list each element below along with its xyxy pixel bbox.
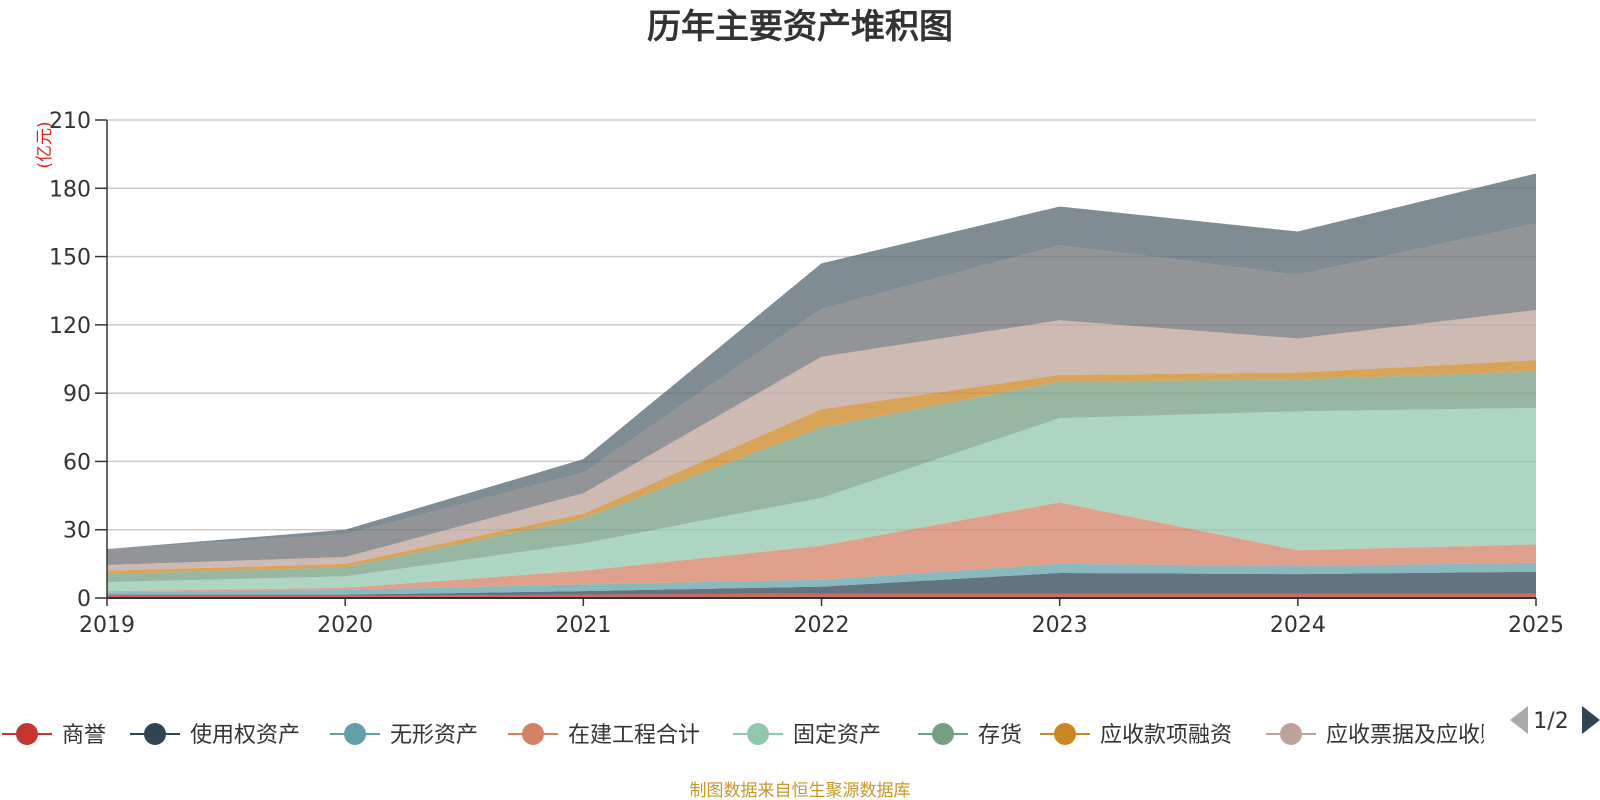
legend-item[interactable]: 固定资产: [733, 723, 881, 748]
legend-page-indicator: 1/2: [1533, 709, 1568, 734]
legend-item[interactable]: 存货: [918, 723, 1022, 748]
area-series-1: [107, 571, 1536, 596]
y-tick-label: 30: [63, 519, 91, 544]
legend-marker: [144, 723, 166, 745]
x-tick-label: 2024: [1270, 613, 1326, 638]
area-series-9: [107, 173, 1536, 550]
x-tick-label: 2022: [794, 613, 850, 638]
legend-item[interactable]: 在建工程合计: [508, 723, 700, 748]
legend-pager: 1/2: [1510, 706, 1600, 734]
legend-label: 商誉: [62, 723, 106, 748]
y-axis-unit-label: (亿元): [35, 121, 55, 168]
legend-label: 在建工程合计: [568, 723, 700, 748]
legend-marker: [344, 723, 366, 745]
axes: 0 30 60 90 120 150 180 210 2019 2020 2021 2022 2023 2…: [49, 109, 1564, 638]
chart-title: 历年主要资产堆积图: [647, 7, 953, 47]
legend-label: 固定资产: [793, 723, 881, 748]
triangle-right-icon[interactable]: [1582, 706, 1600, 734]
legend-label: 使用权资产: [190, 723, 300, 748]
y-tick-label: 180: [49, 177, 91, 202]
y-tick-label: 120: [49, 314, 91, 339]
area-series-3: [107, 502, 1536, 593]
legend-label: 应收款项融资: [1100, 723, 1232, 748]
legend-item[interactable]: 应收款项融资: [1040, 723, 1232, 748]
legend-item[interactable]: 使用权资产: [130, 723, 300, 748]
area-series-2: [107, 562, 1536, 595]
x-tick-label: 2021: [555, 613, 611, 638]
area-series-5: [107, 371, 1536, 583]
data-source-note: 制图数据来自恒生聚源数据库: [690, 781, 911, 800]
legend-item[interactable]: 应收票据及应收账款: [1266, 723, 1524, 748]
y-tick-label: 150: [49, 246, 91, 271]
legend-item[interactable]: 商誉: [2, 723, 106, 748]
x-tick-label: 2020: [317, 613, 373, 638]
stacked-areas: [107, 173, 1536, 598]
y-tick-label: 60: [63, 450, 91, 475]
y-tick-label: 0: [77, 587, 91, 612]
area-series-7: [107, 310, 1536, 571]
area-series-4: [107, 407, 1536, 592]
x-tick-label: 2023: [1032, 613, 1088, 638]
legend-marker: [747, 723, 769, 745]
area-series-8: [107, 223, 1536, 565]
legend-label: 应收票据及应收账款: [1326, 723, 1524, 748]
legend-label: 无形资产: [390, 723, 478, 748]
legend-label: 存货: [978, 723, 1022, 748]
legend-marker: [522, 723, 544, 745]
x-tick-label: 2019: [79, 613, 135, 638]
y-tick-label: 90: [63, 382, 91, 407]
legend: 商誉 使用权资产 无形资产 在建工程合计 固定资产 存货 应收款项融资 应收票据及应收账款: [2, 723, 1524, 748]
y-tick-label: 210: [49, 109, 91, 134]
legend-item[interactable]: 无形资产: [330, 723, 478, 748]
legend-items: 商誉 使用权资产 无形资产 在建工程合计 固定资产 存货 应收款项融资 应收票据及应收账款: [2, 723, 1524, 748]
legend-marker: [16, 723, 38, 745]
area-series-0: [107, 593, 1536, 598]
legend-marker: [1280, 723, 1302, 745]
legend-marker: [932, 723, 954, 745]
x-tick-label: 2025: [1508, 613, 1564, 638]
triangle-left-icon[interactable]: [1510, 706, 1528, 734]
legend-marker: [1054, 723, 1076, 745]
